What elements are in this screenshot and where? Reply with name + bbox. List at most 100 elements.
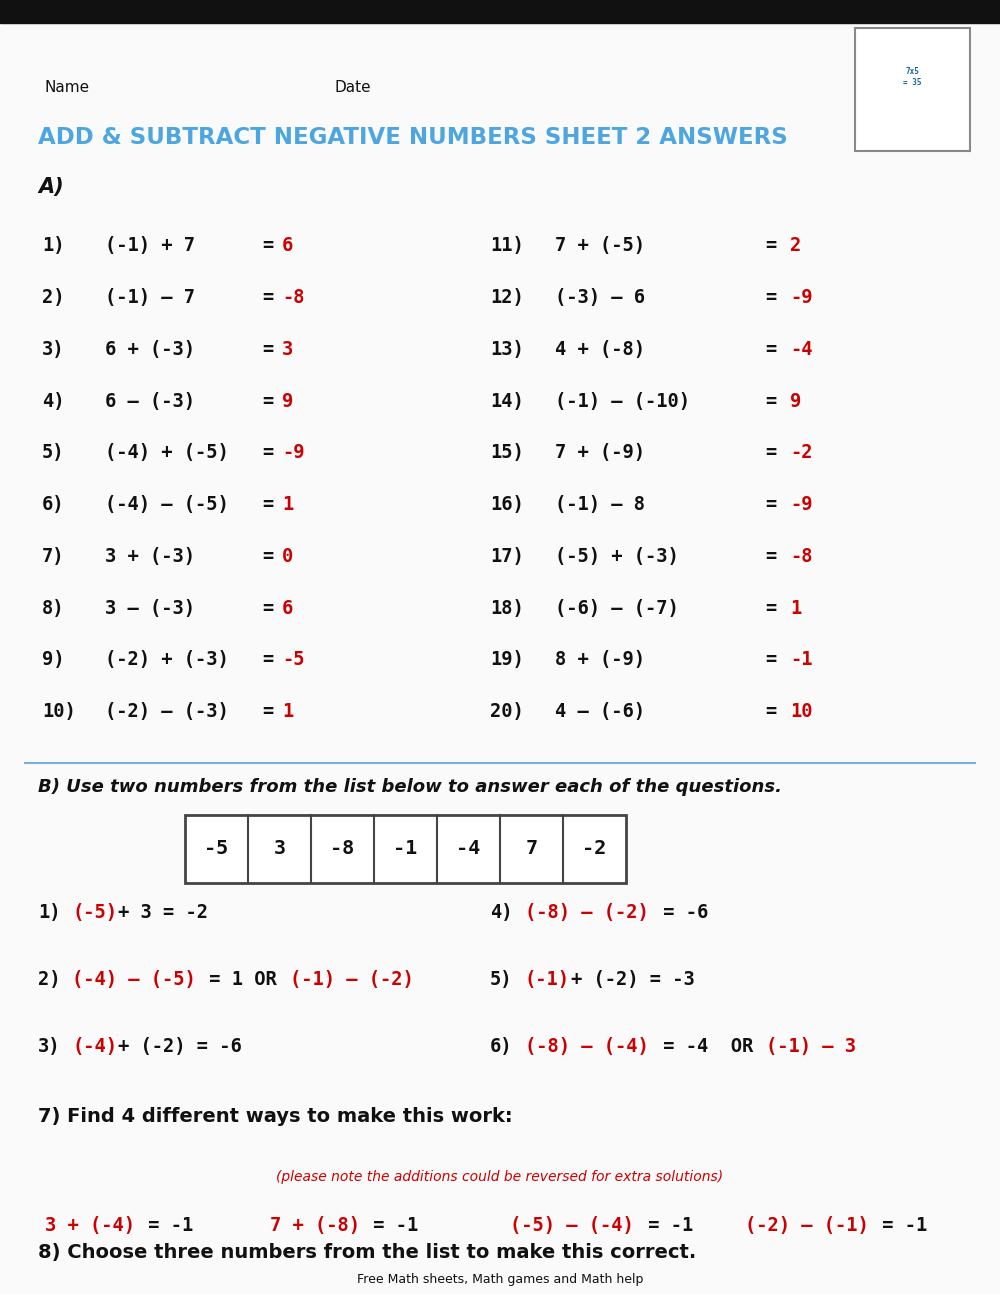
Bar bbox=[185, 815, 626, 883]
Text: 1): 1) bbox=[38, 903, 60, 921]
Text: 2: 2 bbox=[790, 237, 801, 255]
Text: =: = bbox=[765, 703, 776, 721]
Text: 6 + (-3): 6 + (-3) bbox=[105, 340, 195, 358]
Text: 0: 0 bbox=[282, 547, 293, 565]
Text: 20): 20) bbox=[490, 703, 524, 721]
Text: =: = bbox=[765, 237, 776, 255]
Text: 16): 16) bbox=[490, 496, 524, 514]
Text: 6: 6 bbox=[282, 599, 293, 617]
Text: 13): 13) bbox=[490, 340, 524, 358]
Text: + (-2) = -3: + (-2) = -3 bbox=[571, 970, 695, 989]
Text: 3): 3) bbox=[38, 1038, 60, 1056]
Text: 7): 7) bbox=[42, 547, 64, 565]
Text: 4): 4) bbox=[42, 392, 64, 410]
Text: 4): 4) bbox=[490, 903, 512, 921]
Text: Date: Date bbox=[335, 80, 372, 96]
Text: 4 – (-6): 4 – (-6) bbox=[555, 703, 645, 721]
Text: 9: 9 bbox=[282, 392, 293, 410]
Text: 6 – (-3): 6 – (-3) bbox=[105, 392, 195, 410]
Text: (-8) – (-2): (-8) – (-2) bbox=[525, 903, 649, 921]
Text: -9: -9 bbox=[790, 289, 812, 307]
Text: =: = bbox=[262, 651, 273, 669]
Text: =: = bbox=[765, 392, 776, 410]
Text: -8: -8 bbox=[790, 547, 812, 565]
Text: (-1): (-1) bbox=[525, 970, 570, 989]
Text: B) Use two numbers from the list below to answer each of the questions.: B) Use two numbers from the list below t… bbox=[38, 778, 782, 796]
Text: (-4) – (-5): (-4) – (-5) bbox=[105, 496, 229, 514]
Text: = -6: = -6 bbox=[652, 903, 708, 921]
Text: 9: 9 bbox=[790, 392, 801, 410]
Text: 1: 1 bbox=[282, 496, 293, 514]
Text: -9: -9 bbox=[282, 444, 304, 462]
Text: -8: -8 bbox=[282, 289, 304, 307]
Text: 6): 6) bbox=[490, 1038, 512, 1056]
Text: 10: 10 bbox=[790, 703, 812, 721]
Text: 19): 19) bbox=[490, 651, 524, 669]
Text: (-4) + (-5): (-4) + (-5) bbox=[105, 444, 229, 462]
Text: (-3) – 6: (-3) – 6 bbox=[555, 289, 645, 307]
Text: (please note the additions could be reversed for extra solutions): (please note the additions could be reve… bbox=[276, 1170, 724, 1184]
Text: + 3 = -2: + 3 = -2 bbox=[118, 903, 208, 921]
Text: (-6) – (-7): (-6) – (-7) bbox=[555, 599, 679, 617]
Text: 7 + (-8): 7 + (-8) bbox=[270, 1216, 360, 1234]
Text: 7: 7 bbox=[525, 840, 538, 858]
Text: 3 – (-3): 3 – (-3) bbox=[105, 599, 195, 617]
Text: 5): 5) bbox=[42, 444, 64, 462]
Text: =: = bbox=[262, 392, 273, 410]
Text: = -1: = -1 bbox=[137, 1216, 193, 1234]
Text: -8: -8 bbox=[330, 840, 355, 858]
Text: + (-2) = -6: + (-2) = -6 bbox=[118, 1038, 242, 1056]
Text: Name: Name bbox=[45, 80, 90, 96]
Text: = -4  OR: = -4 OR bbox=[652, 1038, 764, 1056]
Text: =: = bbox=[765, 340, 776, 358]
Text: -2: -2 bbox=[790, 444, 812, 462]
Text: = -1: = -1 bbox=[871, 1216, 928, 1234]
Text: 8 + (-9): 8 + (-9) bbox=[555, 651, 645, 669]
Text: =: = bbox=[765, 496, 776, 514]
Text: (-2) – (-3): (-2) – (-3) bbox=[105, 703, 229, 721]
Text: 12): 12) bbox=[490, 289, 524, 307]
Text: 7) Find 4 different ways to make this work:: 7) Find 4 different ways to make this wo… bbox=[38, 1106, 513, 1126]
Text: 3: 3 bbox=[273, 840, 286, 858]
Text: ADD & SUBTRACT NEGATIVE NUMBERS SHEET 2 ANSWERS: ADD & SUBTRACT NEGATIVE NUMBERS SHEET 2 … bbox=[38, 126, 788, 149]
Text: (-1) – 8: (-1) – 8 bbox=[555, 496, 645, 514]
Text: 9): 9) bbox=[42, 651, 64, 669]
Text: -4: -4 bbox=[456, 840, 481, 858]
Text: Free Math sheets, Math games and Math help: Free Math sheets, Math games and Math he… bbox=[357, 1273, 643, 1286]
Text: 18): 18) bbox=[490, 599, 524, 617]
Text: =: = bbox=[765, 599, 776, 617]
Bar bbox=[0, 0, 1000, 23]
Text: =: = bbox=[262, 237, 273, 255]
Text: (-1) – 3: (-1) – 3 bbox=[767, 1038, 856, 1056]
Text: =: = bbox=[262, 496, 273, 514]
Text: 10): 10) bbox=[42, 703, 76, 721]
Text: 6: 6 bbox=[282, 237, 293, 255]
Text: 4 + (-8): 4 + (-8) bbox=[555, 340, 645, 358]
Text: 8) Choose three numbers from the list to make this correct.: 8) Choose three numbers from the list to… bbox=[38, 1242, 696, 1262]
Text: 3 + (-4): 3 + (-4) bbox=[45, 1216, 135, 1234]
Text: 14): 14) bbox=[490, 392, 524, 410]
Text: -1: -1 bbox=[790, 651, 812, 669]
Text: -5: -5 bbox=[282, 651, 304, 669]
Text: =: = bbox=[262, 289, 273, 307]
Text: (-5) + (-3): (-5) + (-3) bbox=[555, 547, 679, 565]
Text: 5): 5) bbox=[490, 970, 512, 989]
Text: 15): 15) bbox=[490, 444, 524, 462]
Text: 11): 11) bbox=[490, 237, 524, 255]
Text: 8): 8) bbox=[42, 599, 64, 617]
Text: =: = bbox=[262, 703, 273, 721]
Text: 7 + (-9): 7 + (-9) bbox=[555, 444, 645, 462]
Text: 1: 1 bbox=[282, 703, 293, 721]
Text: =: = bbox=[262, 599, 273, 617]
Text: 7x5
= 35: 7x5 = 35 bbox=[903, 67, 922, 87]
Text: = 1 OR: = 1 OR bbox=[198, 970, 288, 989]
Text: =: = bbox=[765, 444, 776, 462]
Text: =: = bbox=[765, 547, 776, 565]
Text: 3 + (-3): 3 + (-3) bbox=[105, 547, 195, 565]
Text: A): A) bbox=[38, 177, 64, 197]
Text: 3: 3 bbox=[282, 340, 293, 358]
Text: 17): 17) bbox=[490, 547, 524, 565]
Text: =: = bbox=[262, 444, 273, 462]
Text: =: = bbox=[765, 651, 776, 669]
Text: (-2) – (-1): (-2) – (-1) bbox=[745, 1216, 869, 1234]
